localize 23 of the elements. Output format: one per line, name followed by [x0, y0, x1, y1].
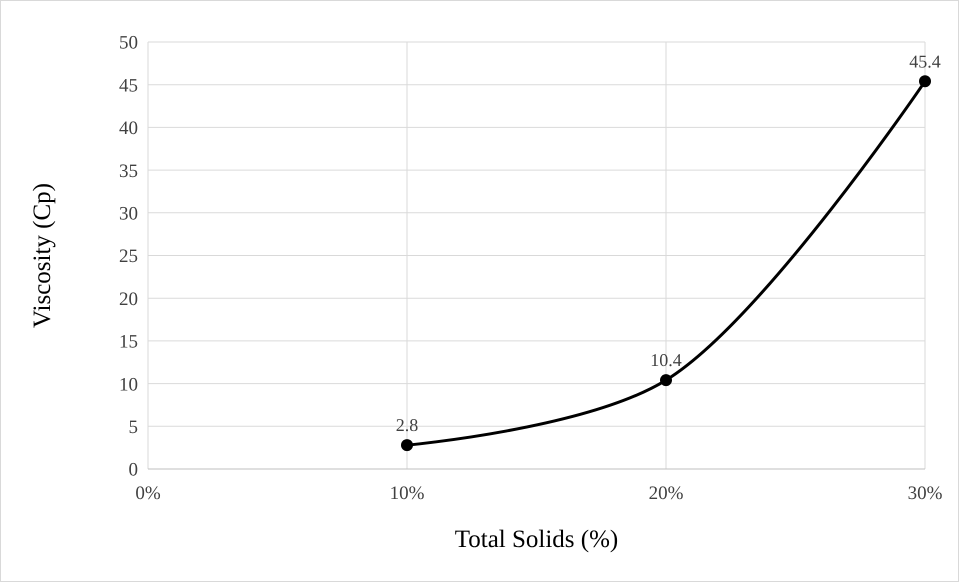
- y-tick-label: 20: [119, 288, 138, 310]
- y-axis-title: Viscosity (Cp): [29, 182, 56, 328]
- y-tick-label: 35: [119, 160, 138, 182]
- y-tick-label: 10: [119, 374, 138, 396]
- y-tick-label: 30: [119, 203, 138, 224]
- x-tick-label: 10%: [390, 483, 425, 504]
- y-tick-label: 40: [119, 118, 138, 140]
- x-tick-label: 30%: [908, 483, 943, 504]
- data-label: 2.8: [396, 415, 418, 436]
- point: [660, 374, 672, 386]
- y-tick-label: 0: [128, 460, 138, 481]
- y-tick-label: 15: [119, 332, 138, 353]
- y-tick-label: 50: [119, 32, 138, 54]
- y-tick-label: 25: [119, 246, 138, 268]
- x-tick-label: 0%: [135, 483, 161, 504]
- x-tick-label: 20%: [648, 483, 684, 504]
- y-tick-label: 5: [128, 416, 138, 438]
- point: [401, 439, 413, 452]
- point: [919, 75, 931, 88]
- x-axis-title: Total Solids (%): [454, 526, 618, 553]
- data-label: 10.4: [650, 350, 682, 370]
- data-label: 45.4: [909, 51, 941, 72]
- y-tick-label: 45: [119, 75, 138, 96]
